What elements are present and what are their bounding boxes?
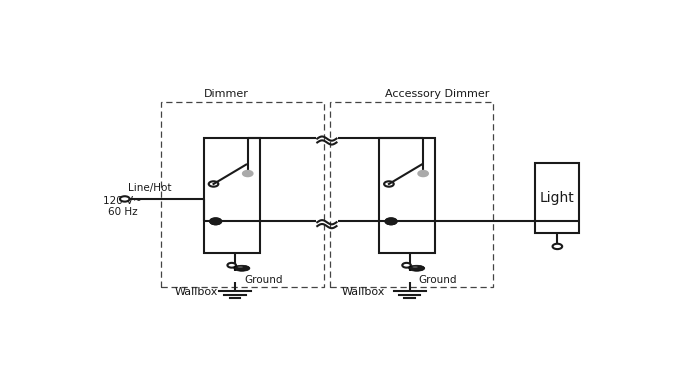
Text: Dimmer: Dimmer — [204, 89, 249, 99]
Bar — [204, 138, 260, 253]
Ellipse shape — [234, 265, 250, 271]
Circle shape — [228, 263, 236, 268]
Circle shape — [402, 263, 411, 268]
Text: Accessory Dimmer: Accessory Dimmer — [384, 89, 489, 99]
Bar — [330, 102, 493, 287]
Text: Ground: Ground — [419, 275, 457, 284]
Circle shape — [208, 181, 218, 187]
Text: Ground: Ground — [244, 275, 282, 284]
Circle shape — [553, 244, 562, 249]
Ellipse shape — [408, 265, 425, 271]
Text: 120 V~
60 Hz: 120 V~ 60 Hz — [104, 196, 142, 217]
Text: Light: Light — [540, 191, 575, 205]
Circle shape — [210, 218, 221, 225]
Circle shape — [385, 218, 397, 225]
Ellipse shape — [413, 266, 417, 268]
Circle shape — [210, 218, 221, 225]
Circle shape — [243, 171, 253, 176]
Bar — [161, 102, 324, 287]
Circle shape — [120, 196, 130, 202]
Text: Wallbox: Wallbox — [175, 287, 218, 297]
Text: Line/Hot: Line/Hot — [128, 183, 171, 193]
Text: Wallbox: Wallbox — [342, 287, 385, 297]
Circle shape — [384, 181, 394, 187]
Circle shape — [418, 171, 428, 176]
Ellipse shape — [237, 266, 243, 268]
Bar — [535, 163, 580, 233]
Bar — [380, 138, 435, 253]
Circle shape — [385, 218, 397, 225]
